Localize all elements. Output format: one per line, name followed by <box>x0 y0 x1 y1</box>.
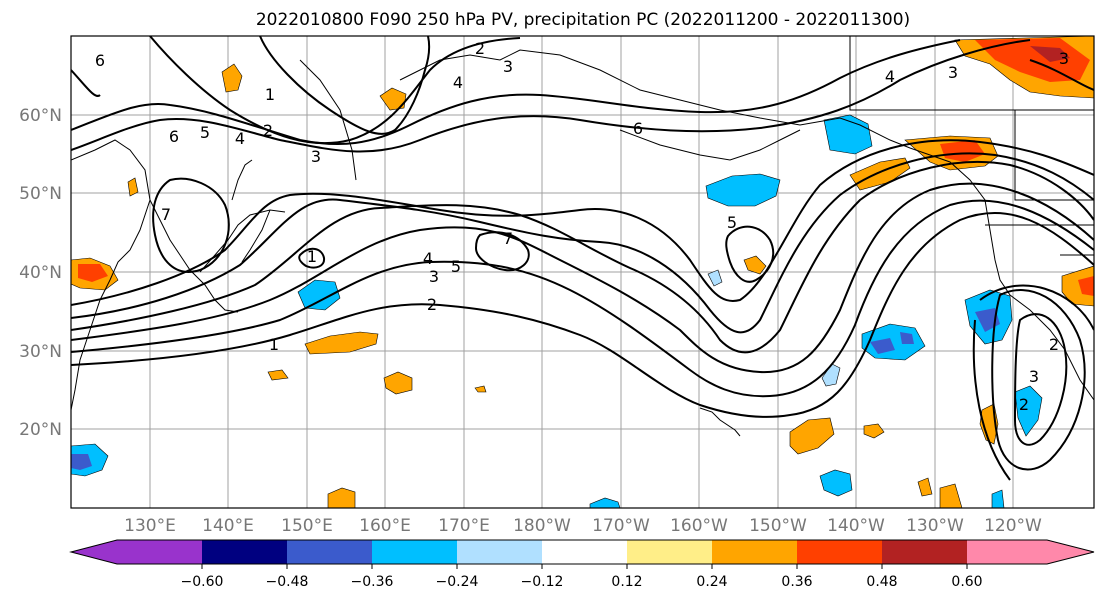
contour-label: 6 <box>169 127 179 146</box>
colorbar-tick-label: 0.60 <box>951 574 982 590</box>
contour-label: 5 <box>200 123 210 142</box>
colorbar-segment <box>117 540 202 564</box>
contour-label: 4 <box>423 249 433 268</box>
colorbar-segment <box>882 540 967 564</box>
longitude-label: 120°W <box>984 516 1042 536</box>
colorbar-segment <box>202 540 287 564</box>
contour-label: 5 <box>727 213 737 232</box>
latitude-label: 60°N <box>19 106 62 126</box>
colorbar-segment <box>372 540 457 564</box>
colorbar-tick-label: 0.12 <box>611 574 642 590</box>
colorbar-tick-label: 0.36 <box>781 574 812 590</box>
latitude-label: 50°N <box>19 184 62 204</box>
contour-label: 2 <box>1049 335 1059 354</box>
latitude-labels: 60°N 50°N 40°N 30°N 20°N <box>19 106 62 440</box>
contour-label: 7 <box>161 205 171 224</box>
longitude-label: 130°W <box>906 516 964 536</box>
contour-label: 6 <box>95 51 105 70</box>
colorbar-tick-label: −0.12 <box>521 574 564 590</box>
coastlines <box>71 36 1094 437</box>
contour-label: 4 <box>235 129 245 148</box>
longitude-label: 140°E <box>202 516 254 536</box>
map-border <box>70 35 1095 509</box>
colorbar-segment <box>797 540 882 564</box>
precipitation-shading <box>71 36 1094 508</box>
longitude-label: 160°E <box>359 516 411 536</box>
colorbar: −0.60 −0.48 −0.36 −0.24 −0.12 0.12 0.24 … <box>69 539 1095 590</box>
contour-label: 7 <box>503 229 513 248</box>
contour-label: 1 <box>265 85 275 104</box>
colorbar-outline <box>69 539 1095 565</box>
colorbar-tick-label: 0.24 <box>696 574 727 590</box>
colorbar-segment <box>1047 540 1094 564</box>
contour-label: 4 <box>453 73 463 92</box>
contour-label: 6 <box>633 119 643 138</box>
contour-label: 5 <box>451 257 461 276</box>
contour-label: 2 <box>263 121 273 140</box>
colorbar-segment <box>627 540 712 564</box>
longitude-label: 170°E <box>438 516 490 536</box>
contour-label: 2 <box>1019 395 1029 414</box>
colorbar-segment <box>287 540 372 564</box>
longitude-labels: 130°E 140°E 150°E 160°E 170°E 180°W 170°… <box>124 516 1042 536</box>
colorbar-tick-label: −0.24 <box>436 574 479 590</box>
latitude-label: 20°N <box>19 420 62 440</box>
contour-label: 3 <box>311 147 321 166</box>
contour-label: 3 <box>1059 49 1069 68</box>
colorbar-segment <box>967 540 1047 564</box>
colorbar-segment <box>712 540 797 564</box>
longitude-label: 140°W <box>827 516 885 536</box>
map-title: 2022010800 F090 250 hPa PV, precipitatio… <box>256 10 910 30</box>
contour-label: 2 <box>427 295 437 314</box>
colorbar-tick-label: −0.60 <box>181 574 224 590</box>
latitude-label: 30°N <box>19 342 62 362</box>
contour-label: 3 <box>429 267 439 286</box>
contour-label: 1 <box>269 335 279 354</box>
latitude-label: 40°N <box>19 263 62 283</box>
longitude-label: 160°W <box>670 516 728 536</box>
longitude-label: 170°W <box>592 516 650 536</box>
colorbar-segment <box>542 540 627 564</box>
contour-label: 3 <box>948 63 958 82</box>
colorbar-tick-label: −0.48 <box>266 574 309 590</box>
colorbar-tick-label: 0.48 <box>866 574 897 590</box>
longitude-label: 150°E <box>281 516 333 536</box>
contour-label: 3 <box>1029 367 1039 386</box>
longitude-label: 180°W <box>513 516 571 536</box>
contour-label: 2 <box>475 39 485 58</box>
contour-label: 4 <box>885 67 895 86</box>
pv-contours <box>71 36 1094 481</box>
contour-label-group: 6 2 3 4 1 6 5 4 2 3 6 4 3 3 7 7 4 5 3 2 … <box>95 39 1069 414</box>
colorbar-tick-label: −0.36 <box>351 574 394 590</box>
longitude-label: 150°W <box>749 516 807 536</box>
contour-label: 1 <box>307 247 317 266</box>
longitude-label: 130°E <box>124 516 176 536</box>
colorbar-segment <box>71 540 117 564</box>
contour-label: 3 <box>503 57 513 76</box>
colorbar-segment <box>457 540 542 564</box>
